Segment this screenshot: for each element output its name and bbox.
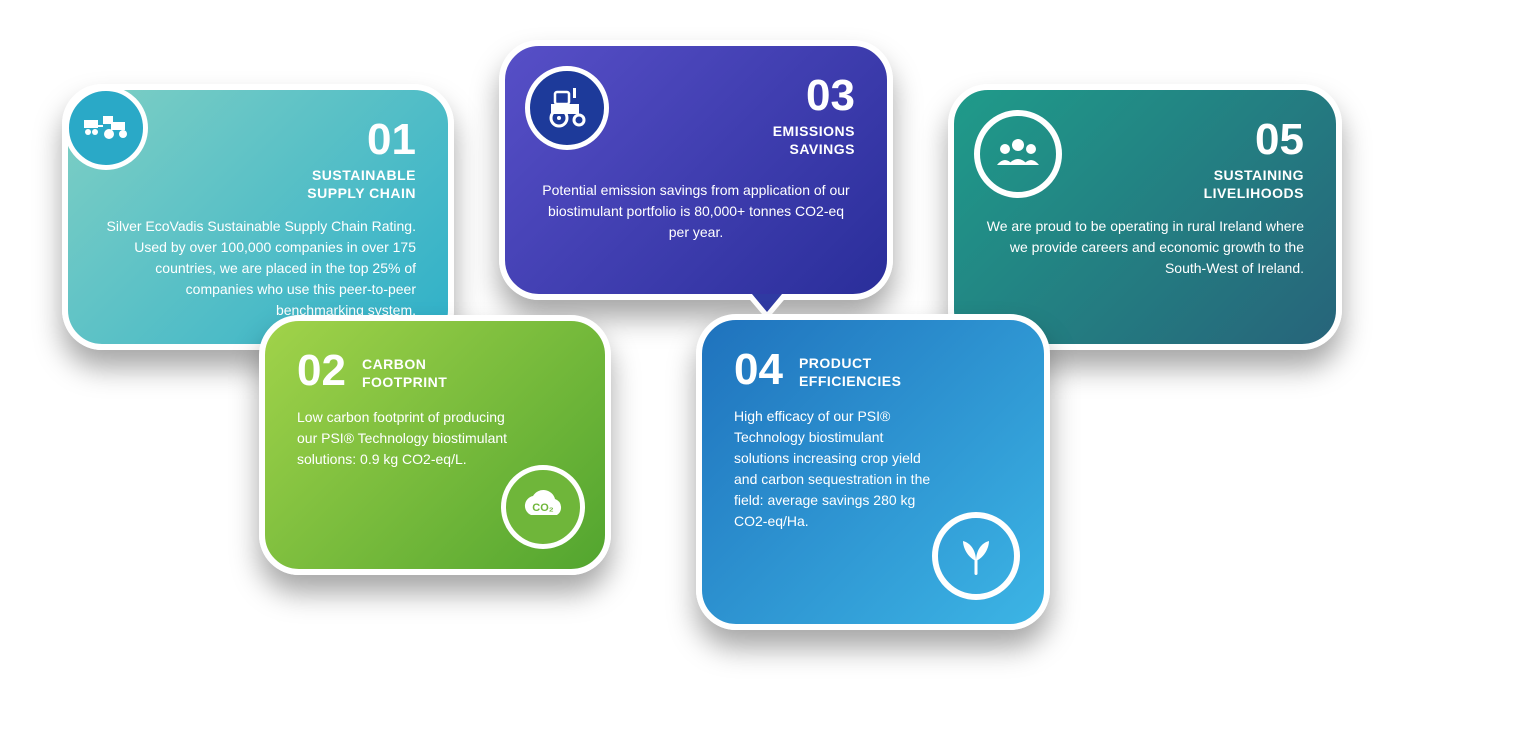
card-carbon-footprint: 02 CARBON FOOTPRINT Low carbon footprint… xyxy=(259,315,611,575)
card-title: SUSTAINABLE SUPPLY CHAIN xyxy=(100,166,416,202)
card-body: Low carbon footprint of producing our PS… xyxy=(297,407,517,470)
people-group-icon xyxy=(974,110,1062,198)
card-sustaining-livelihoods: 05 SUSTAINING LIVELIHOODS We are proud t… xyxy=(948,84,1342,350)
card-emissions-savings: 03 EMISSIONS SAVINGS Potential emission … xyxy=(499,40,893,300)
svg-text:CO₂: CO₂ xyxy=(532,502,554,514)
card-body: Silver EcoVadis Sustainable Supply Chain… xyxy=(100,216,416,321)
card-body: High efficacy of our PSI® Technology bio… xyxy=(734,406,934,532)
card-product-efficiencies: 04 PRODUCT EFFICIENCIES High efficacy of… xyxy=(696,314,1050,630)
card-title: PRODUCT EFFICIENCIES xyxy=(799,354,901,390)
card-number: 02 xyxy=(297,349,346,393)
tractor-icon xyxy=(525,66,609,150)
card-number: 04 xyxy=(734,348,783,392)
co2-cloud-icon: CO₂ xyxy=(501,465,585,549)
pointer-c3-inner xyxy=(752,294,782,312)
card-body: We are proud to be operating in rural Ir… xyxy=(986,216,1304,279)
tractor-trailer-icon xyxy=(64,86,148,170)
sprout-icon xyxy=(932,512,1020,600)
card-sustainable-supply-chain: 01 SUSTAINABLE SUPPLY CHAIN Silver EcoVa… xyxy=(62,84,454,350)
card-body: Potential emission savings from applicat… xyxy=(537,180,855,243)
card-title: CARBON FOOTPRINT xyxy=(362,355,447,391)
